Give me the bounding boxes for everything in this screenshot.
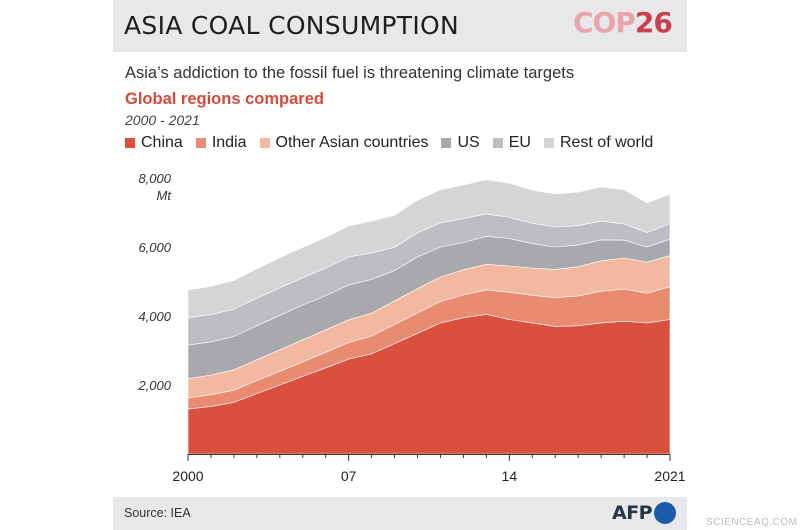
legend-label-us: US	[457, 134, 480, 151]
x-tick-label: 2021	[654, 468, 685, 484]
legend-item-china: China	[125, 134, 183, 152]
legend-label-rest-of-world: Rest of world	[559, 134, 654, 151]
chart-subtitle: Asia’s addiction to the fossil fuel is t…	[125, 64, 575, 82]
legend-label-china: China	[141, 134, 183, 151]
section-title: Global regions compared	[125, 90, 324, 108]
y-tick-label: 8,000	[138, 171, 171, 186]
legend-swatch-rest-of-world	[543, 138, 554, 148]
x-tick-label: 2000	[172, 468, 203, 484]
y-tick-label: 4,000	[138, 309, 171, 324]
legend: China India Other Asian countries US EU …	[125, 134, 666, 152]
period-label: 2000 - 2021	[125, 112, 200, 128]
legend-item-eu: EU	[492, 134, 531, 152]
y-tick-label: 6,000	[138, 240, 171, 255]
afp-dot-icon	[654, 502, 677, 524]
chart-title: ASIA COAL CONSUMPTION	[124, 11, 460, 40]
y-unit-label: Mt	[157, 188, 173, 203]
legend-item-india: India	[195, 134, 247, 152]
legend-item-other-asian: Other Asian countries	[259, 134, 429, 152]
x-tick-label: 14	[502, 468, 518, 484]
source-note: Source: IEA	[124, 506, 191, 520]
y-tick-label: 2,000	[137, 378, 171, 393]
legend-item-rest-of-world: Rest of world	[543, 134, 654, 152]
watermark: SCIENCEAQ.COM	[706, 517, 798, 528]
legend-label-other-asian: Other Asian countries	[275, 134, 429, 151]
afp-logo: AFP	[612, 502, 677, 524]
legend-swatch-eu	[492, 138, 503, 148]
legend-swatch-other-asian	[259, 138, 270, 148]
cop26-logo: COP26	[573, 6, 673, 39]
afp-logo-text: AFP	[612, 502, 653, 524]
cop-logo-number: 26	[634, 6, 673, 39]
legend-label-eu: EU	[508, 134, 531, 151]
title-bar	[113, 0, 687, 52]
x-tick-label: 07	[341, 468, 357, 484]
legend-swatch-us	[441, 138, 452, 148]
area-rest-of-world	[187, 179, 671, 319]
footer-bar	[113, 497, 687, 530]
legend-swatch-india	[195, 138, 206, 148]
legend-item-us: US	[441, 134, 480, 152]
legend-swatch-china	[125, 138, 135, 148]
legend-label-india: India	[211, 134, 247, 151]
cop-logo-text: COP	[573, 6, 636, 39]
